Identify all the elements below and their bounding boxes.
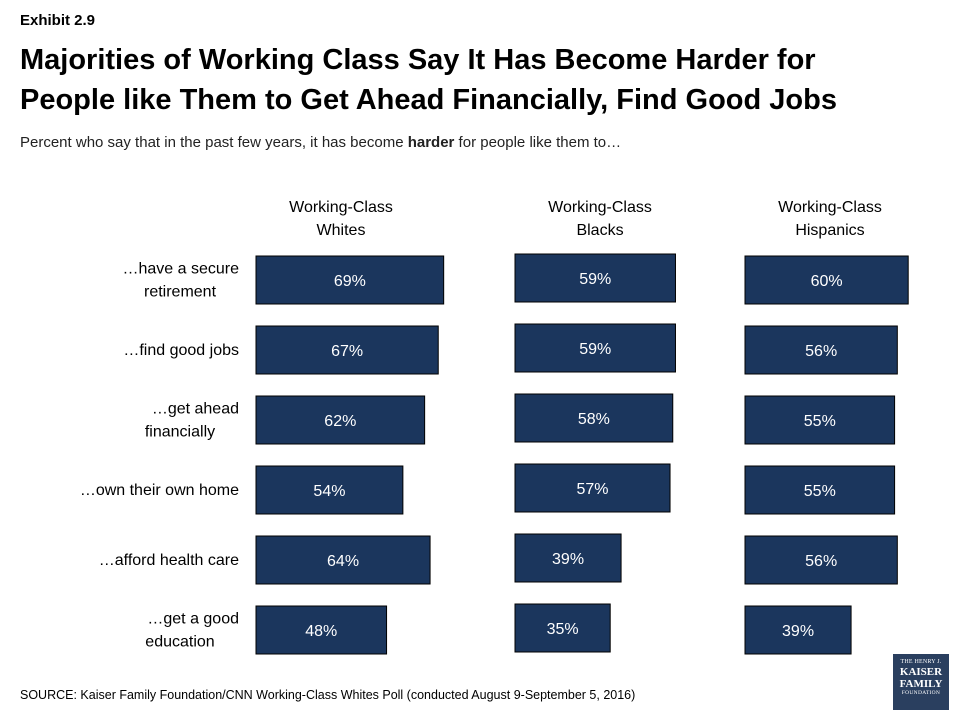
bar-s1-c0 — [514, 253, 676, 303]
bar-s2-c4 — [744, 535, 898, 585]
bar-s1-c1 — [514, 323, 676, 373]
series-header-0: Working-Class Whites — [289, 199, 393, 239]
data-label-s2-c2: 55% — [804, 413, 836, 430]
series-header-1: Working-Class Blacks — [548, 199, 652, 239]
category-label-3: …own their own home — [80, 482, 239, 499]
chart-subtitle: Percent who say that in the past few yea… — [20, 134, 621, 151]
logo-line-2: KAISER — [899, 666, 943, 678]
bar-s1-c4 — [514, 533, 622, 583]
data-label-s0-c3: 54% — [313, 483, 345, 500]
bar-chart: Working-Class Whites Working-Class Blacks Wo… — [80, 199, 909, 655]
source-note: SOURCE: Kaiser Family Foundation/CNN Wor… — [20, 688, 636, 702]
data-label-s0-c1: 67% — [331, 343, 363, 360]
bar-s0-c5 — [255, 605, 388, 655]
bar-s0-c3 — [255, 465, 404, 515]
data-label-s0-c0: 69% — [334, 273, 366, 290]
bar-s1-c5 — [514, 603, 611, 653]
subtitle-text-post: for people like them to… — [454, 134, 622, 151]
bar-s1-c3 — [514, 463, 671, 513]
exhibit-label: Exhibit 2.9 — [20, 12, 96, 29]
chart-title: Majorities of Working Class Say It Has B… — [20, 40, 920, 120]
data-label-s0-c5: 48% — [305, 623, 337, 640]
data-label-s2-c0: 60% — [811, 273, 843, 290]
logo-line-4: FOUNDATION — [901, 690, 941, 696]
category-label-2: …get ahead financially — [145, 401, 239, 441]
data-label-s2-c5: 39% — [782, 623, 814, 640]
kff-logo: THE HENRY J. KAISER FAMILY FOUNDATION — [893, 654, 949, 710]
bar-s1-c2 — [514, 393, 674, 443]
category-label-0: …have a secure retirement — [122, 261, 239, 301]
bar-s0-c1 — [255, 325, 439, 375]
subtitle-text-pre: Percent who say that in the past few yea… — [20, 134, 408, 151]
data-label-s2-c4: 56% — [805, 553, 837, 570]
data-label-s2-c1: 56% — [805, 343, 837, 360]
subtitle-text-bold: harder — [407, 134, 455, 151]
data-label-s1-c5: 35% — [547, 621, 579, 638]
data-label-s1-c3: 57% — [577, 481, 609, 498]
data-label-s1-c1: 59% — [579, 341, 611, 358]
bar-s0-c2 — [255, 395, 426, 445]
bar-s2-c1 — [744, 325, 898, 375]
title-line-2: People like Them to Get Ahead Financiall… — [20, 84, 837, 116]
data-label-s1-c4: 39% — [552, 551, 584, 568]
category-label-1: …find good jobs — [123, 342, 239, 359]
title-line-1: Majorities of Working Class Say It Has B… — [20, 44, 816, 76]
category-label-5: …get a good education — [145, 611, 239, 651]
bar-s2-c0 — [744, 255, 909, 305]
series-header-2: Working-Class Hispanics — [778, 199, 882, 239]
bar-s2-c5 — [744, 605, 852, 655]
bar-s0-c4 — [255, 535, 431, 585]
data-label-s2-c3: 55% — [804, 483, 836, 500]
bar-s0-c0 — [255, 255, 445, 305]
bar-s2-c3 — [744, 465, 896, 515]
logo-line-3: FAMILY — [899, 678, 943, 690]
data-label-s0-c4: 64% — [327, 553, 359, 570]
bar-s2-c2 — [744, 395, 896, 445]
data-label-s0-c2: 62% — [324, 413, 356, 430]
data-label-s1-c2: 58% — [578, 411, 610, 428]
data-label-s1-c0: 59% — [579, 271, 611, 288]
category-label-4: …afford health care — [99, 552, 239, 569]
logo-line-1: THE HENRY J. — [900, 659, 942, 665]
